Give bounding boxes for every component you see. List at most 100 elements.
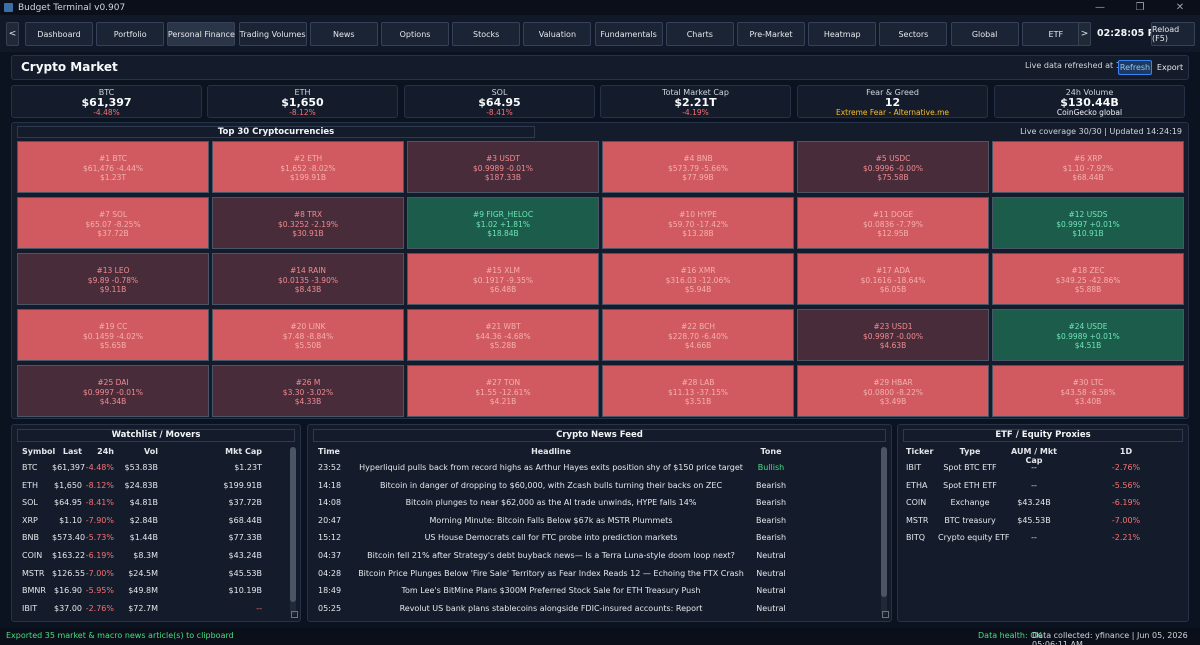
heatmap-tile[interactable]: #10 HYPE $59.70 -17.42% $13.28B	[602, 197, 794, 249]
table-cell: -8.41%	[85, 498, 114, 508]
watchlist-scroll-thumb[interactable]	[290, 447, 296, 602]
column-header[interactable]: Mkt Cap	[225, 447, 262, 456]
column-header[interactable]: 24h	[97, 447, 114, 456]
table-row[interactable]: 05:25 Revolut US bank plans stablecoins a…	[308, 604, 891, 622]
table-row[interactable]: XRP $1.10 -7.90% $2.84B $68.44B	[12, 516, 300, 534]
table-row[interactable]: 18:49 Tom Lee's BitMine Plans $300M Prefe…	[308, 586, 891, 604]
tile-market-cap: $187.33B	[484, 173, 522, 182]
table-row[interactable]: ETH $1,650 -8.12% $24.83B $199.91B	[12, 481, 300, 499]
tab-personal-finance[interactable]: Personal Finance	[167, 22, 236, 46]
column-header[interactable]: Ticker	[906, 447, 934, 456]
table-row[interactable]: COIN $163.22 -6.19% $8.3M $43.24B	[12, 551, 300, 569]
heatmap-tile[interactable]: #20 LINK $7.48 -8.84% $5.50B	[212, 309, 404, 361]
status-message: Exported 35 market & macro news article(…	[6, 631, 234, 640]
table-row[interactable]: 04:37 Bitcoin fell 21% after Strategy's d…	[308, 551, 891, 569]
column-header[interactable]: 1D	[1119, 447, 1133, 456]
nav-next-button[interactable]: >	[1078, 22, 1091, 46]
heatmap-tile[interactable]: #5 USDC $0.9996 -0.00% $75.58B	[797, 141, 989, 193]
tab-trading-volumes[interactable]: Trading Volumes	[238, 22, 307, 46]
heatmap-tile[interactable]: #21 WBT $44.36 -4.68% $5.28B	[407, 309, 599, 361]
heatmap-tile[interactable]: #13 LEO $9.89 -0.78% $9.11B	[17, 253, 209, 305]
heatmap-tile[interactable]: #14 RAIN $0.0135 -3.90% $8.43B	[212, 253, 404, 305]
heatmap-tile[interactable]: #25 DAI $0.9997 -0.01% $4.34B	[17, 365, 209, 417]
table-row[interactable]: 14:08 Bitcoin plunges to near $62,000 as …	[308, 498, 891, 516]
news-scrollbar[interactable]	[881, 447, 887, 615]
column-header[interactable]: Headline	[531, 447, 571, 456]
heatmap-tile[interactable]: #3 USDT $0.9989 -0.01% $187.33B	[407, 141, 599, 193]
heatmap-tile[interactable]: #12 USDS $0.9997 +0.01% $10.91B	[992, 197, 1184, 249]
tab-news[interactable]: News	[309, 22, 378, 46]
table-row[interactable]: 20:47 Morning Minute: Bitcoin Falls Below…	[308, 516, 891, 534]
table-row[interactable]: 04:28 Bitcoin Price Plunges Below 'Fire S…	[308, 569, 891, 587]
tab-valuation[interactable]: Valuation	[523, 22, 592, 46]
heatmap-tile[interactable]: #6 XRP $1.10 -7.92% $68.44B	[992, 141, 1184, 193]
card-change: -4.19%	[682, 108, 709, 117]
resize-grip-icon[interactable]	[291, 611, 298, 618]
table-row[interactable]: IBIT Spot BTC ETF -- -2.76%	[898, 463, 1188, 481]
heatmap-tile[interactable]: #19 CC $0.1459 -4.02% $5.65B	[17, 309, 209, 361]
heatmap-tile[interactable]: #8 TRX $0.3252 -2.19% $30.91B	[212, 197, 404, 249]
table-row[interactable]: 14:18 Bitcoin in danger of dropping to $6…	[308, 481, 891, 499]
heatmap-tile[interactable]: #23 USD1 $0.9987 -0.00% $4.63B	[797, 309, 989, 361]
table-row[interactable]: SOL $64.95 -8.41% $4.81B $37.72B	[12, 498, 300, 516]
heatmap-tile[interactable]: #30 LTC $43.58 -6.58% $3.40B	[992, 365, 1184, 417]
heatmap-tile[interactable]: #16 XMR $316.03 -12.06% $5.94B	[602, 253, 794, 305]
nav-prev-button[interactable]: <	[6, 22, 19, 46]
table-row[interactable]: BTC $61,397 -4.48% $53.83B $1.23T	[12, 463, 300, 481]
tab-sectors[interactable]: Sectors	[879, 22, 948, 46]
column-header[interactable]: Symbol	[22, 447, 56, 456]
watchlist-scrollbar[interactable]	[290, 447, 296, 615]
heatmap-tile[interactable]: #7 SOL $65.07 -8.25% $37.72B	[17, 197, 209, 249]
heatmap-tile[interactable]: #11 DOGE $0.0836 -7.79% $12.95B	[797, 197, 989, 249]
news-scroll-thumb[interactable]	[881, 447, 887, 597]
heatmap-tile[interactable]: #1 BTC $61,476 -4.44% $1.23T	[17, 141, 209, 193]
maximize-icon[interactable]: ❐	[1135, 2, 1145, 13]
heatmap-tile[interactable]: #27 TON $1.55 -12.61% $4.21B	[407, 365, 599, 417]
column-header[interactable]: Tone	[760, 447, 782, 456]
heatmap-tile[interactable]: #26 M $3.30 -3.02% $4.33B	[212, 365, 404, 417]
tab-stocks[interactable]: Stocks	[452, 22, 521, 46]
tile-market-cap: $3.40B	[1074, 397, 1102, 406]
heatmap-tile[interactable]: #2 ETH $1,652 -8.02% $199.91B	[212, 141, 404, 193]
heatmap-tile[interactable]: #29 HBAR $0.0800 -8.22% $3.49B	[797, 365, 989, 417]
heatmap-tile[interactable]: #9 FIGR_HELOC $1.02 +1.81% $18.84B	[407, 197, 599, 249]
heatmap-tile[interactable]: #18 ZEC $349.25 -42.86% $5.88B	[992, 253, 1184, 305]
nav-bar: < Dashboard Portfolio Personal Finance Trad…	[0, 15, 1200, 52]
reload-button[interactable]: Reload (F5)	[1151, 22, 1195, 46]
column-header[interactable]: Time	[318, 447, 340, 456]
close-icon[interactable]: ✕	[1175, 2, 1185, 13]
table-row[interactable]: 15:12 US House Democrats call for FTC pro…	[308, 533, 891, 551]
tab-heatmap[interactable]: Heatmap	[808, 22, 877, 46]
column-header[interactable]: AUM / Mkt Cap	[1011, 447, 1057, 465]
tab-dashboard[interactable]: Dashboard	[25, 22, 93, 46]
column-header[interactable]: Vol	[144, 447, 158, 456]
tab-global[interactable]: Global	[950, 22, 1019, 46]
refresh-button[interactable]: Refresh	[1118, 60, 1152, 75]
heatmap-tile[interactable]: #17 ADA $0.1616 -18.64% $6.05B	[797, 253, 989, 305]
heatmap-tile[interactable]: #24 USDE $0.9989 +0.01% $4.51B	[992, 309, 1184, 361]
tab-fundamentals[interactable]: Fundamentals	[594, 22, 663, 46]
heatmap-tile[interactable]: #15 XLM $0.1917 -9.35% $6.48B	[407, 253, 599, 305]
minimize-icon[interactable]: —	[1095, 2, 1105, 13]
table-row[interactable]: BNB $573.40 -5.73% $1.44B $77.33B	[12, 533, 300, 551]
table-row[interactable]: IBIT $37.00 -2.76% $72.7M --	[12, 604, 300, 622]
tab-charts[interactable]: Charts	[665, 22, 734, 46]
table-row[interactable]: MSTR BTC treasury $45.53B -7.00%	[898, 516, 1188, 534]
table-row[interactable]: 23:52 Hyperliquid pulls back from record …	[308, 463, 891, 481]
table-row[interactable]: BITQ Crypto equity ETF -- -2.21%	[898, 533, 1188, 551]
column-header[interactable]: Last	[62, 447, 82, 456]
column-header[interactable]: Type	[959, 447, 981, 456]
table-row[interactable]: COIN Exchange $43.24B -6.19%	[898, 498, 1188, 516]
table-row[interactable]: BMNR $16.90 -5.95% $49.8M $10.19B	[12, 586, 300, 604]
table-cell: $10.19B	[228, 586, 262, 596]
table-row[interactable]: MSTR $126.55 -7.00% $24.5M $45.53B	[12, 569, 300, 587]
table-row[interactable]: ETHA Spot ETH ETF -- -5.56%	[898, 481, 1188, 499]
tab-pre-market[interactable]: Pre-Market	[737, 22, 805, 46]
tab-portfolio[interactable]: Portfolio	[96, 22, 165, 46]
export-button[interactable]: Export	[1156, 63, 1184, 72]
heatmap-tile[interactable]: #22 BCH $228.70 -6.40% $4.66B	[602, 309, 794, 361]
heatmap-tile[interactable]: #28 LAB $11.13 -37.15% $3.51B	[602, 365, 794, 417]
heatmap-tile[interactable]: #4 BNB $573.79 -5.66% $77.99B	[602, 141, 794, 193]
tab-options[interactable]: Options	[381, 22, 449, 46]
resize-grip-icon[interactable]	[882, 611, 889, 618]
